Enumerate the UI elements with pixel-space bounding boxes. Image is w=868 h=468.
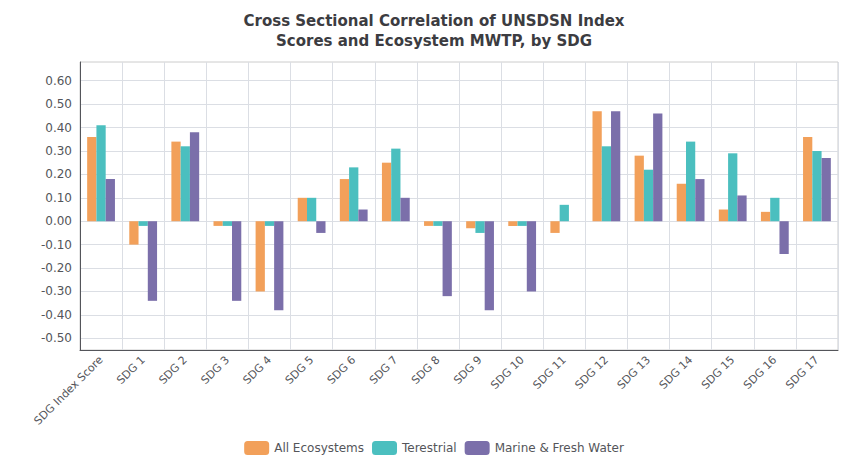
svg-text:All Ecosystems: All Ecosystems — [274, 441, 364, 455]
svg-text:-0.40: -0.40 — [41, 308, 72, 322]
svg-text:SDG 16: SDG 16 — [741, 353, 779, 391]
svg-text:0.40: 0.40 — [45, 121, 72, 135]
svg-text:0.10: 0.10 — [45, 191, 72, 205]
svg-text:0.50: 0.50 — [45, 97, 72, 111]
svg-text:SDG 14: SDG 14 — [657, 353, 695, 391]
svg-text:SDG 10: SDG 10 — [488, 353, 526, 391]
svg-text:SDG 2: SDG 2 — [156, 353, 190, 387]
svg-text:SDG 3: SDG 3 — [198, 353, 232, 387]
svg-text:SDG 8: SDG 8 — [409, 353, 443, 387]
svg-text:0.20: 0.20 — [45, 167, 72, 181]
svg-text:SDG 5: SDG 5 — [283, 353, 317, 387]
svg-text:-0.20: -0.20 — [41, 261, 72, 275]
svg-text:-0.10: -0.10 — [41, 238, 72, 252]
svg-text:SDG 11: SDG 11 — [530, 353, 568, 391]
svg-text:Cross Sectional Correlation of: Cross Sectional Correlation of UNSDSN In… — [244, 12, 625, 30]
svg-text:Scores and Ecosystem MWTP, by: Scores and Ecosystem MWTP, by SDG — [276, 32, 592, 50]
svg-text:SDG Index Score: SDG Index Score — [31, 353, 105, 427]
svg-text:SDG 4: SDG 4 — [241, 353, 275, 387]
svg-text:SDG 6: SDG 6 — [325, 353, 359, 387]
svg-text:SDG 13: SDG 13 — [615, 353, 653, 391]
svg-text:0.60: 0.60 — [45, 74, 72, 88]
svg-text:-0.50: -0.50 — [41, 331, 72, 345]
svg-text:SDG 7: SDG 7 — [367, 353, 401, 387]
svg-text:SDG 17: SDG 17 — [783, 353, 821, 391]
svg-text:SDG 12: SDG 12 — [573, 353, 611, 391]
svg-text:SDG 15: SDG 15 — [699, 353, 737, 391]
svg-text:0.30: 0.30 — [45, 144, 72, 158]
svg-text:Marine & Fresh Water: Marine & Fresh Water — [495, 441, 624, 455]
svg-text:-0.30: -0.30 — [41, 284, 72, 298]
svg-text:Terestrial: Terestrial — [401, 441, 457, 455]
svg-text:SDG 1: SDG 1 — [114, 353, 148, 387]
svg-text:SDG 9: SDG 9 — [451, 353, 485, 387]
svg-text:0.00: 0.00 — [45, 214, 72, 228]
